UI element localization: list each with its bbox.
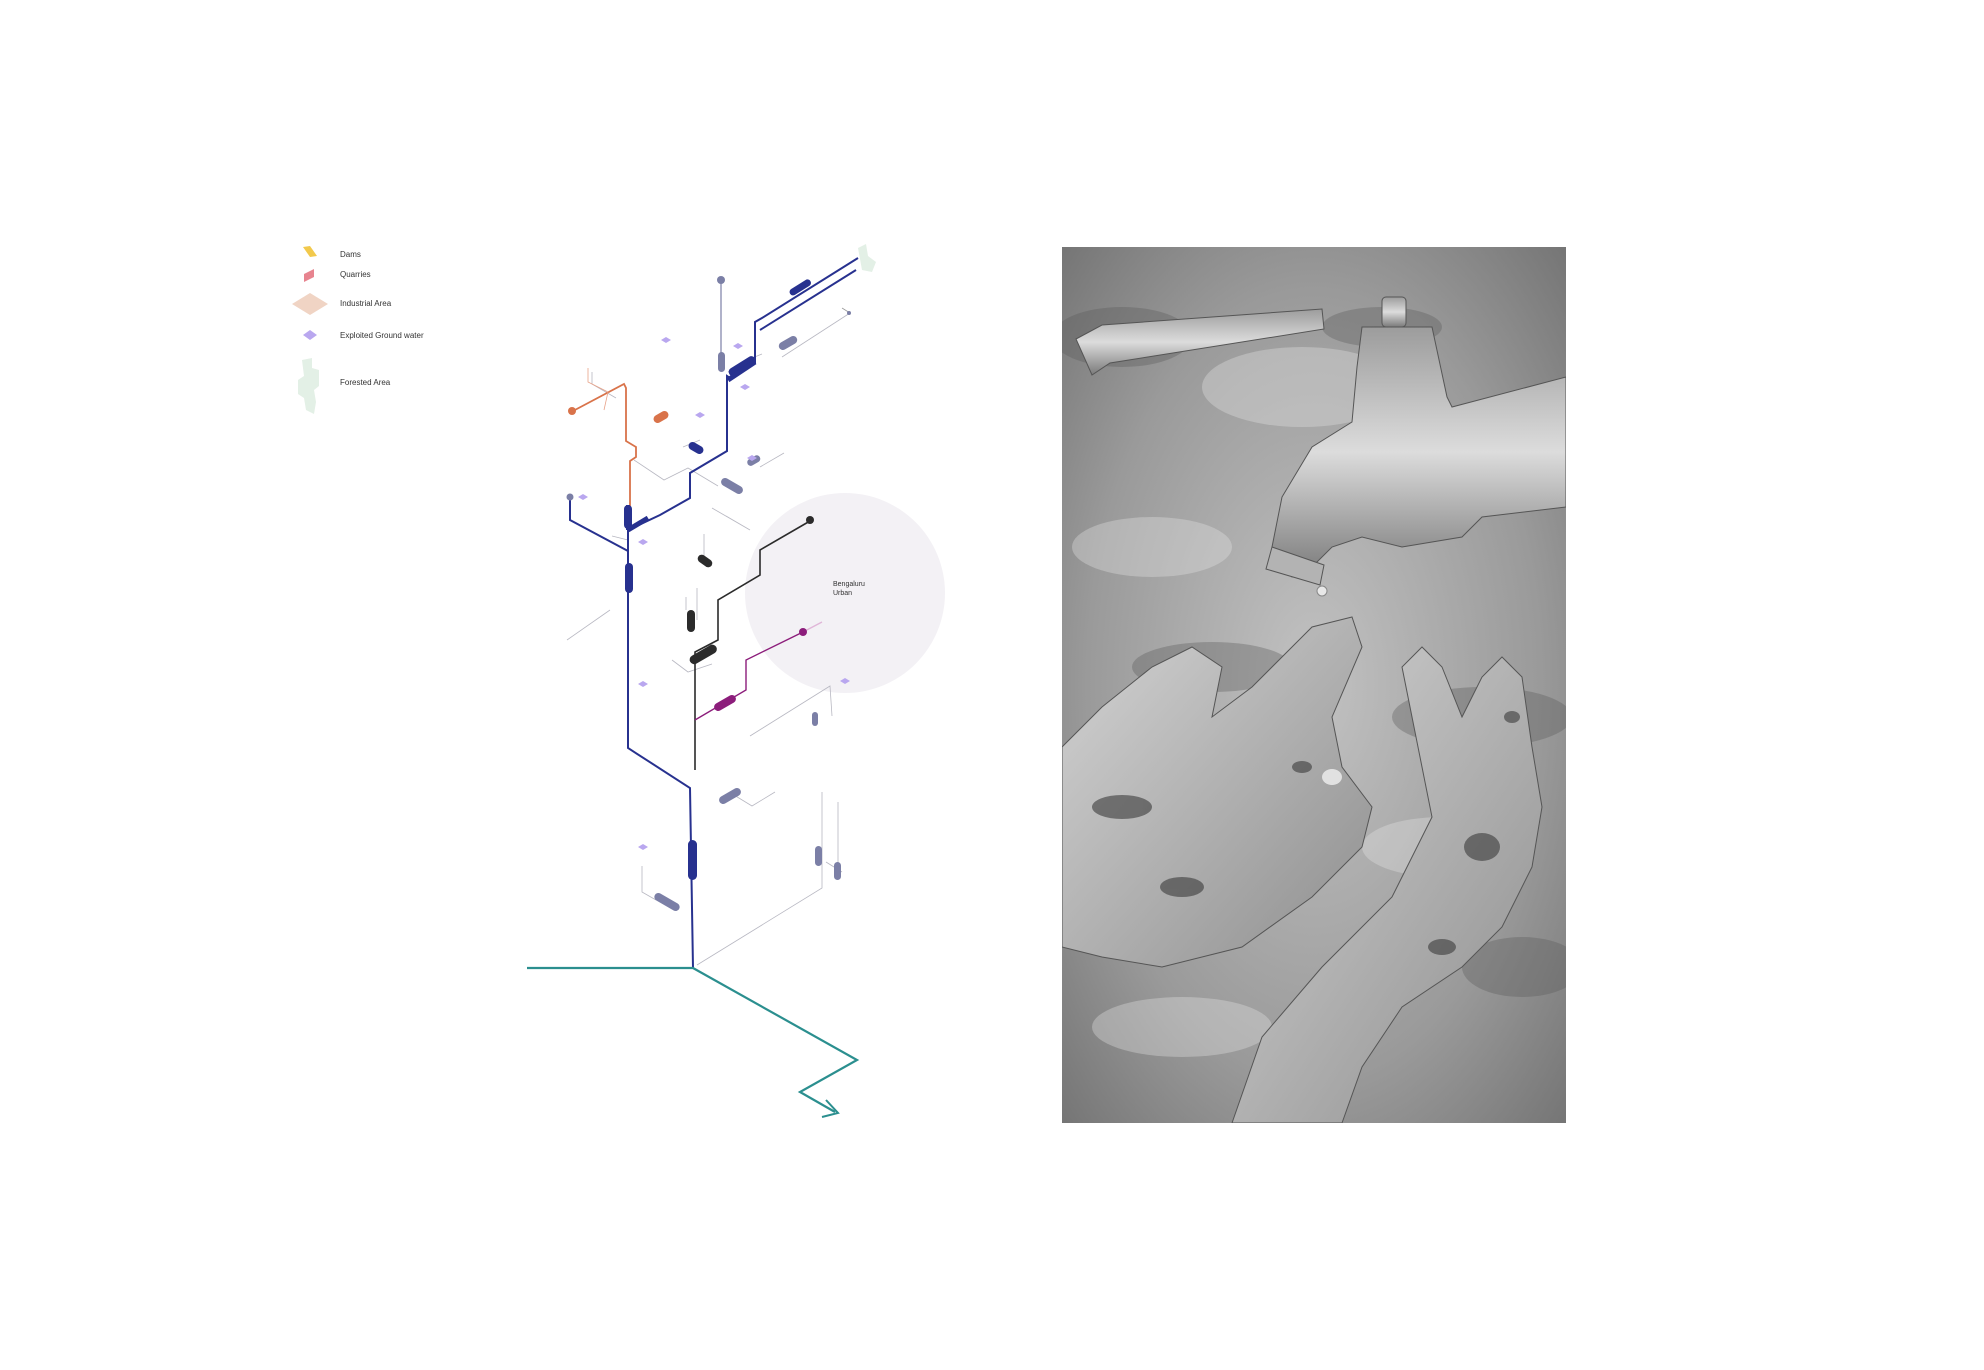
grey-reservoir-2 bbox=[718, 352, 725, 372]
dark-reservoir-3 bbox=[689, 644, 717, 665]
left-hand bbox=[1062, 616, 1373, 968]
main-reservoir-lower bbox=[625, 563, 633, 593]
heggadahalli-thick bbox=[726, 359, 757, 383]
grey-reservoir-4 bbox=[721, 478, 743, 494]
groundwater-marker bbox=[740, 384, 750, 390]
outflow-river bbox=[527, 966, 860, 1113]
orange-reservoir bbox=[653, 411, 669, 423]
orange-branch-source bbox=[568, 407, 576, 415]
main-reservoir-top bbox=[789, 279, 811, 296]
groundwater-marker bbox=[840, 678, 850, 684]
groundwater-icon bbox=[303, 330, 317, 340]
dark-reservoir-2 bbox=[687, 610, 695, 632]
grey-reservoir-7 bbox=[815, 846, 822, 866]
main-reservoir-heggadahalli bbox=[728, 356, 756, 377]
legend-label-dams: Dams bbox=[340, 250, 361, 259]
small-source-marker bbox=[847, 311, 851, 315]
groundwater-marker bbox=[695, 412, 705, 418]
water-drop bbox=[1316, 585, 1328, 597]
legend-label-quarries: Quarries bbox=[340, 270, 371, 279]
grey-reservoir-8 bbox=[834, 862, 841, 880]
groundwater-marker bbox=[733, 343, 743, 349]
magenta-branch-source bbox=[799, 628, 807, 636]
groundwater-marker bbox=[578, 494, 588, 500]
legend-label-industrial: Industrial Area bbox=[340, 299, 392, 308]
grey-reservoir-5 bbox=[812, 712, 818, 726]
photo-illustration bbox=[1062, 247, 1566, 1123]
tap-top-cap bbox=[1381, 296, 1407, 328]
groundwater-marker bbox=[638, 844, 648, 850]
city-label-line2: Urban bbox=[833, 590, 852, 597]
hands-under-tap-photo bbox=[1062, 247, 1566, 1123]
orange-leader bbox=[587, 368, 609, 411]
main-reservoir-arkavathi bbox=[688, 840, 697, 880]
city-label-line1: Bengaluru bbox=[833, 581, 865, 588]
water-in-palm bbox=[1322, 769, 1342, 785]
right-hand bbox=[1231, 646, 1543, 1123]
orange-branch bbox=[572, 382, 637, 526]
river-junction-thick bbox=[626, 515, 650, 533]
industrial-area-icon bbox=[292, 293, 328, 315]
outflow-arrow-icon bbox=[821, 1099, 840, 1118]
left-branch-source bbox=[566, 493, 574, 501]
bengaluru-urban-circle bbox=[745, 493, 945, 693]
dark-branch-source bbox=[806, 516, 814, 524]
groundwater-marker bbox=[661, 337, 671, 343]
grey-reservoir-3 bbox=[747, 455, 761, 466]
tap-handle bbox=[1075, 308, 1325, 376]
legend-label-groundwater: Exploited Ground water bbox=[340, 331, 424, 340]
grey-reservoir-1 bbox=[778, 336, 798, 350]
grey-reservoir-9 bbox=[654, 893, 680, 911]
grey-reservoir-6 bbox=[719, 788, 741, 804]
forest-icon bbox=[298, 358, 319, 414]
dark-reservoir-1 bbox=[697, 554, 713, 568]
tap-spout bbox=[1265, 546, 1325, 586]
magenta-reservoir bbox=[714, 695, 736, 711]
main-reservoir-small bbox=[688, 442, 704, 454]
quarries-icon bbox=[304, 269, 314, 282]
groundwater-marker bbox=[638, 681, 648, 687]
groundwater-marker bbox=[747, 455, 757, 461]
tap-body bbox=[1271, 326, 1566, 578]
top-tributary-source bbox=[717, 276, 725, 284]
legend-label-forest: Forested Area bbox=[340, 378, 391, 387]
groundwater-marker bbox=[638, 539, 648, 545]
forest-patch bbox=[858, 244, 876, 272]
dams-icon bbox=[303, 246, 317, 257]
main-river bbox=[569, 257, 859, 969]
dark-branch bbox=[694, 520, 811, 770]
